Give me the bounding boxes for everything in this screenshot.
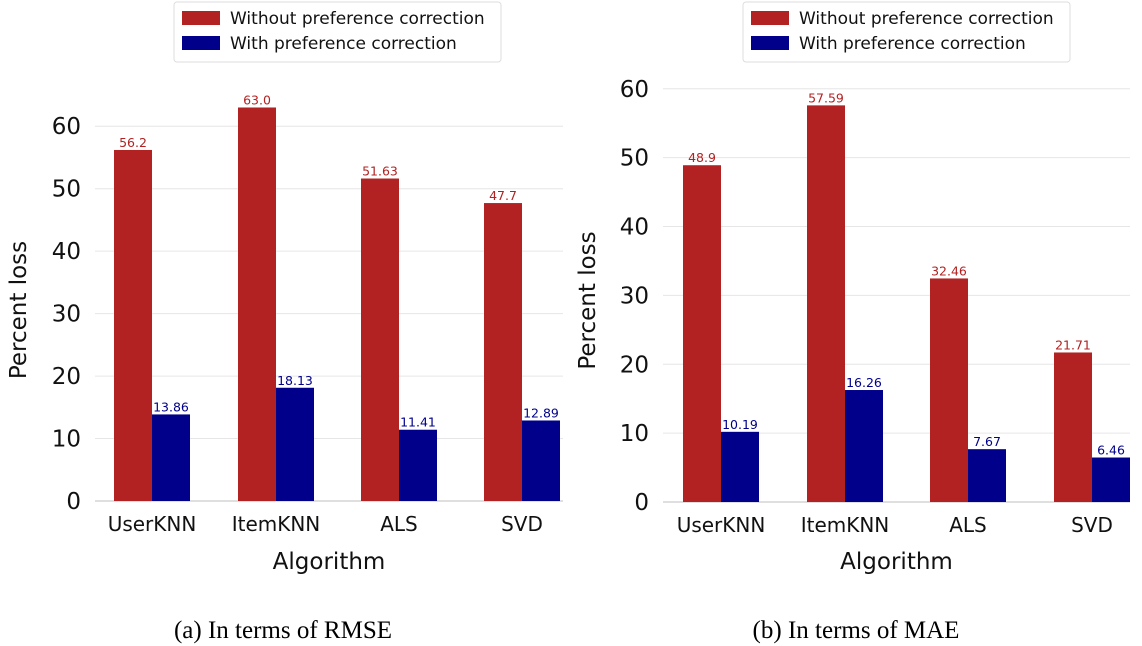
y-tick-label: 20 — [52, 364, 81, 390]
bar-without-correction — [683, 165, 721, 503]
x-axis-label: Algorithm — [840, 549, 953, 575]
legend: Without preference correction With prefer… — [742, 1, 1071, 63]
legend: Without preference correction With prefer… — [173, 1, 502, 63]
data-label: 10.19 — [722, 417, 758, 432]
legend-swatch — [751, 36, 789, 50]
bar-with-correction — [152, 414, 190, 501]
legend-label: Without preference correction — [230, 9, 485, 29]
chart-rmse: 0 10 20 30 40 50 60 56.2 63.0 51.63 47.7 13.86 18.13… — [6, 1, 563, 644]
data-label: 18.13 — [277, 373, 313, 388]
y-tick-label: 10 — [620, 421, 649, 447]
x-tick-label: SVD — [1071, 513, 1113, 537]
y-tick-label: 50 — [620, 146, 649, 172]
legend-label: With preference correction — [230, 34, 457, 54]
data-label: 57.59 — [808, 90, 844, 105]
bar-without-correction — [238, 107, 276, 501]
legend-swatch — [182, 11, 220, 25]
data-label: 13.86 — [153, 399, 189, 414]
bar-with-correction — [399, 429, 437, 501]
data-label: 21.71 — [1055, 337, 1091, 352]
data-label: 47.7 — [489, 188, 517, 203]
x-tick-label: UserKNN — [108, 512, 197, 536]
y-tick-label: 30 — [52, 302, 81, 328]
figure-caption: (b) In terms of MAE — [753, 617, 960, 644]
figure-caption: (a) In terms of RMSE — [174, 617, 392, 644]
x-tick-label: ALS — [949, 513, 987, 537]
y-tick-label: 60 — [52, 114, 81, 140]
bar-without-correction — [114, 149, 152, 501]
bar-without-correction — [930, 278, 968, 502]
bar-with-correction — [968, 449, 1006, 502]
data-label: 32.46 — [931, 263, 967, 278]
y-tick-label: 30 — [620, 283, 649, 309]
y-tick-label: 20 — [620, 352, 649, 378]
data-label: 6.46 — [1097, 443, 1125, 458]
data-label: 12.89 — [523, 405, 559, 420]
y-tick-label: 50 — [52, 177, 81, 203]
data-label: 16.26 — [846, 375, 882, 390]
x-tick-label: UserKNN — [677, 513, 766, 537]
legend-swatch — [182, 36, 220, 50]
data-label: 56.2 — [119, 135, 147, 150]
legend-label: Without preference correction — [799, 9, 1054, 29]
legend-swatch — [751, 11, 789, 25]
legend-box — [173, 1, 502, 63]
x-axis-label: Algorithm — [273, 549, 386, 575]
x-tick-label: ItemKNN — [232, 512, 321, 536]
data-label: 11.41 — [400, 415, 436, 430]
y-tick-label: 0 — [634, 490, 649, 516]
y-tick-label: 40 — [620, 215, 649, 241]
bar-with-correction — [1092, 457, 1130, 502]
bar-without-correction — [807, 105, 845, 502]
x-tick-label: SVD — [501, 512, 543, 536]
y-tick-label: 60 — [620, 77, 649, 103]
bar-with-correction — [721, 431, 759, 502]
bar-without-correction — [484, 203, 522, 501]
data-label: 7.67 — [973, 434, 1001, 449]
bar-without-correction — [1054, 352, 1092, 502]
legend-label: With preference correction — [799, 34, 1026, 54]
y-tick-label: 40 — [52, 239, 81, 265]
bar-with-correction — [522, 420, 560, 501]
x-tick-label: ALS — [380, 512, 418, 536]
y-tick-label: 0 — [66, 489, 81, 515]
chart-mae: 0 10 20 30 40 50 60 48.9 57.59 32.46 21.71 10.19 16.… — [575, 1, 1130, 644]
bar-without-correction — [361, 178, 399, 501]
y-tick-label: 10 — [52, 427, 81, 453]
legend-box — [742, 1, 1071, 63]
data-label: 63.0 — [243, 92, 271, 107]
bar-with-correction — [845, 390, 883, 502]
y-axis-label: Percent loss — [6, 241, 32, 379]
data-label: 48.9 — [688, 150, 716, 165]
data-label: 51.63 — [362, 164, 398, 179]
bar-with-correction — [276, 387, 314, 501]
x-tick-label: ItemKNN — [801, 513, 890, 537]
y-axis-label: Percent loss — [575, 231, 601, 369]
